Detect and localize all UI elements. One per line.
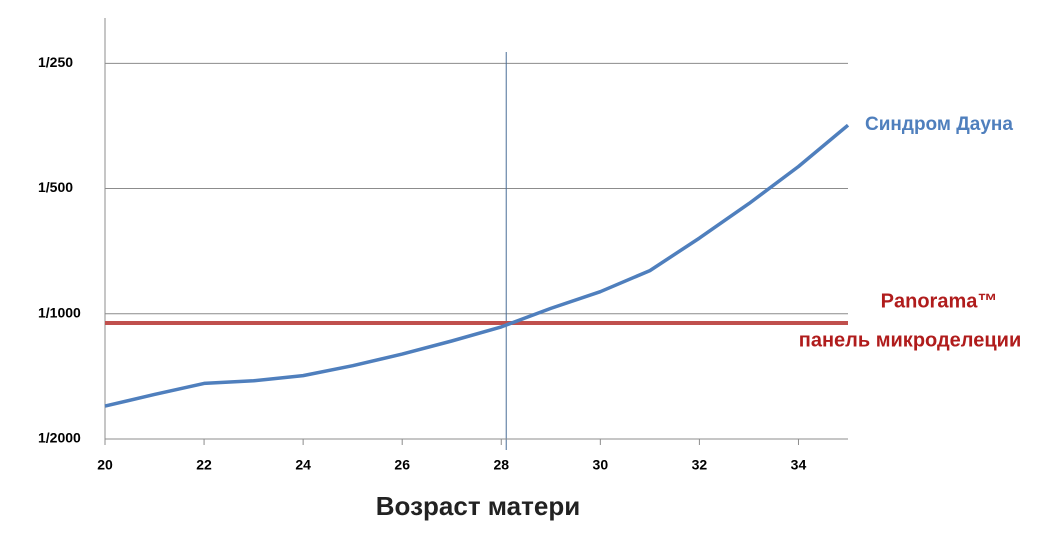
x-tick-label: 28	[493, 457, 509, 473]
x-tick-label: 20	[97, 457, 113, 473]
x-axis-label: Возраст матери	[376, 491, 580, 521]
x-tick-label: 22	[196, 457, 212, 473]
y-tick-label: 1/250	[38, 54, 73, 70]
series-label: Синдром Дауна	[865, 114, 1013, 135]
x-tick-label: 32	[692, 457, 708, 473]
annotation: панель микроделеции	[799, 329, 1022, 351]
x-tick-label: 30	[593, 457, 609, 473]
y-tick-label: 1/500	[38, 179, 73, 195]
series-label: Panorama™	[881, 290, 998, 312]
x-tick-label: 24	[295, 457, 311, 473]
y-tick-label: 1/2000	[38, 430, 81, 446]
y-tick-label: 1/1000	[38, 304, 81, 320]
x-tick-label: 26	[394, 457, 410, 473]
x-tick-label: 34	[791, 457, 807, 473]
series-line	[104, 123, 850, 408]
